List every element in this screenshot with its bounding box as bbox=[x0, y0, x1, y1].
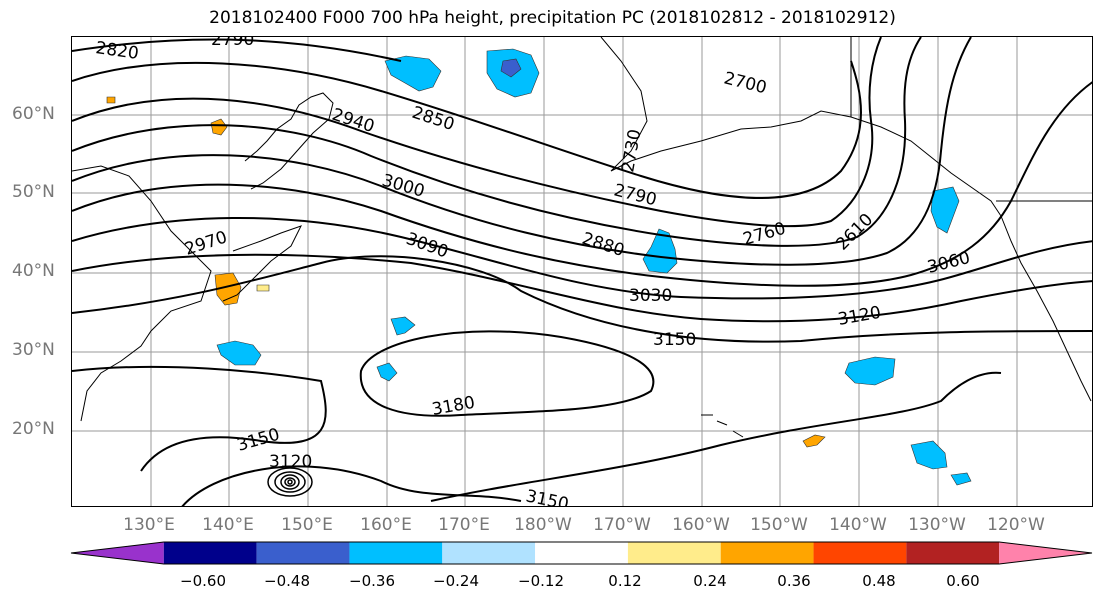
precip-negative-area bbox=[950, 472, 972, 486]
precip-negative-area bbox=[216, 340, 262, 366]
colorbar bbox=[70, 541, 1093, 565]
coastline-north-america bbox=[1000, 215, 1092, 402]
colorbar-tick-label: 0.60 bbox=[946, 572, 980, 590]
lon-label-120w: 120°W bbox=[987, 515, 1045, 535]
lat-label-60n: 60°N bbox=[12, 104, 55, 124]
coastline-kamchatka bbox=[244, 92, 334, 190]
contour-label-2940: 2940 bbox=[329, 105, 376, 137]
colorbar-segment bbox=[535, 542, 628, 564]
lon-label-160e: 160°E bbox=[360, 515, 412, 535]
coastline-hawaii bbox=[701, 414, 744, 438]
precip-negative-area bbox=[384, 55, 442, 92]
precip-positive-area bbox=[214, 272, 242, 306]
contour-label-2790: 2790 bbox=[211, 37, 254, 50]
colorbar-tick-label: 0.36 bbox=[777, 572, 811, 590]
precip-positive-area bbox=[802, 434, 826, 448]
colorbar-segment bbox=[349, 542, 443, 564]
precip-positive-area bbox=[106, 96, 116, 104]
contour-label-2610: 2610 bbox=[832, 210, 877, 255]
precip-negative-area bbox=[500, 58, 522, 78]
typhoon-contours bbox=[267, 467, 313, 497]
lon-label-150w: 150°W bbox=[750, 515, 808, 535]
lon-label-150e: 150°E bbox=[281, 515, 333, 535]
height-contours bbox=[72, 37, 1092, 506]
contour-label-3030: 3030 bbox=[629, 286, 672, 306]
precip-negative-area bbox=[642, 228, 678, 274]
colorbar-segment bbox=[813, 542, 907, 564]
map-title: 2018102400 F000 700 hPa height, precipit… bbox=[209, 8, 896, 28]
lat-label-50n: 50°N bbox=[12, 182, 55, 202]
precip-negative-area bbox=[376, 362, 398, 382]
lon-label-140w: 140°W bbox=[829, 515, 887, 535]
coastline-alaska bbox=[600, 37, 1002, 217]
colorbar-segment bbox=[163, 542, 257, 564]
precip-negative-area bbox=[844, 356, 896, 386]
lon-label-180w: 180°W bbox=[514, 515, 572, 535]
lat-label-40n: 40°N bbox=[12, 261, 55, 281]
precipitation-areas bbox=[106, 48, 972, 486]
contour-label-3150: 3150 bbox=[653, 330, 696, 350]
contour-label-2820: 2820 bbox=[94, 38, 140, 64]
colorbar-tick-label: −0.36 bbox=[349, 572, 395, 590]
contour-label-3180: 3180 bbox=[430, 393, 476, 420]
colorbar-segments bbox=[70, 541, 1093, 565]
colorbar-segment bbox=[720, 542, 814, 564]
colorbar-segment bbox=[71, 542, 164, 564]
colorbar-segment bbox=[442, 542, 536, 564]
contour-label-3150c: 3150 bbox=[524, 486, 570, 507]
colorbar-segment bbox=[906, 542, 1000, 564]
lon-label-140e: 140°E bbox=[202, 515, 254, 535]
colorbar-segment bbox=[627, 542, 721, 564]
colorbar-tick-label: −0.12 bbox=[518, 572, 564, 590]
lat-label-20n: 20°N bbox=[12, 419, 55, 439]
colorbar-tick-label: 0.24 bbox=[693, 572, 727, 590]
lon-label-130e: 130°E bbox=[123, 515, 175, 535]
colorbar-tick-label: −0.24 bbox=[433, 572, 479, 590]
colorbar-segment bbox=[999, 542, 1092, 564]
contour-label-3120b: 3120 bbox=[269, 452, 312, 472]
colorbar-tick-label: −0.60 bbox=[180, 572, 226, 590]
lon-label-160w: 160°W bbox=[672, 515, 730, 535]
graticule bbox=[72, 37, 1092, 506]
precip-positive-area bbox=[210, 118, 228, 136]
contour-label-2730: 2730 bbox=[618, 128, 645, 174]
colorbar-tick-label: −0.48 bbox=[264, 572, 310, 590]
contour-label-2700: 2700 bbox=[722, 68, 769, 98]
lat-label-30n: 30°N bbox=[12, 340, 55, 360]
contour-label-3120: 3120 bbox=[836, 303, 882, 330]
precip-negative-area bbox=[930, 186, 960, 234]
coastline-japan bbox=[222, 225, 302, 302]
coastlines bbox=[72, 37, 1092, 438]
lon-label-170w: 170°W bbox=[593, 515, 651, 535]
contour-3180-ring bbox=[359, 330, 655, 417]
map-canvas: 2820 2790 2940 2850 3000 2700 2730 2790 … bbox=[72, 37, 1092, 507]
precip-negative-area bbox=[390, 316, 416, 336]
precip-positive-area bbox=[256, 284, 270, 292]
lon-label-130w: 130°W bbox=[908, 515, 966, 535]
contour-label-2850: 2850 bbox=[409, 103, 456, 135]
colorbar-tick-label: 0.12 bbox=[608, 572, 642, 590]
lon-label-170e: 170°E bbox=[438, 515, 490, 535]
precip-negative-area bbox=[910, 440, 948, 470]
contour-label-2880: 2880 bbox=[579, 229, 626, 261]
colorbar-segment bbox=[256, 542, 350, 564]
colorbar-tick-label: 0.48 bbox=[862, 572, 896, 590]
map-panel: 2820 2790 2940 2850 3000 2700 2730 2790 … bbox=[71, 36, 1093, 507]
colorbar-outline bbox=[70, 541, 1093, 565]
